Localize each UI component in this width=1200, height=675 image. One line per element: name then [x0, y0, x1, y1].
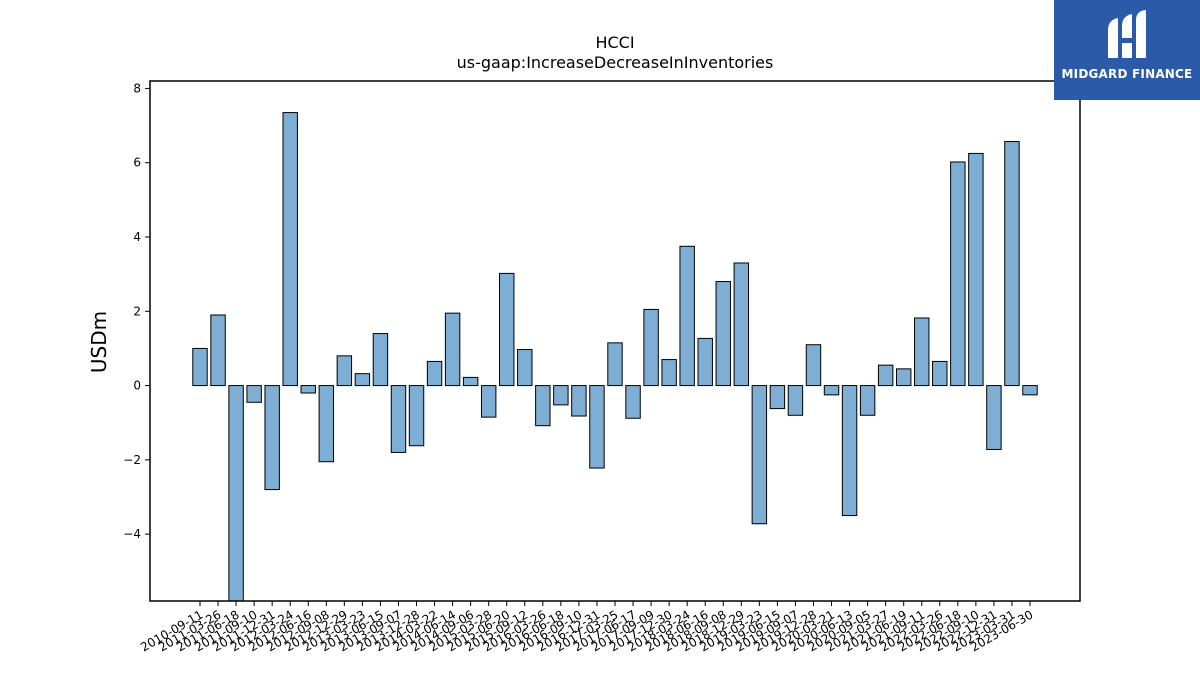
bar: [715, 281, 731, 387]
bars-group: [192, 112, 1038, 602]
bar: [517, 349, 533, 387]
bar: [895, 368, 912, 387]
bar: [877, 364, 894, 387]
bar: [950, 161, 966, 387]
y-tick-label: −2: [123, 453, 141, 467]
bar: [589, 385, 605, 469]
bar: [751, 385, 768, 525]
bar: [823, 385, 840, 396]
bar: [264, 385, 280, 491]
bar: [336, 355, 353, 387]
bar: [625, 385, 641, 419]
bar: [1004, 141, 1020, 387]
midgard-logo-icon: [1108, 10, 1146, 58]
bar: [408, 385, 425, 447]
y-tick-label: 0: [133, 379, 141, 393]
bar: [246, 385, 262, 403]
bar: [553, 385, 569, 406]
bar: [426, 360, 443, 387]
bar: [787, 385, 804, 416]
y-tick-label: 2: [133, 304, 141, 318]
bar: [607, 342, 623, 387]
bar: [697, 337, 713, 387]
bar: [679, 245, 695, 387]
bar: [499, 272, 515, 387]
bar: [859, 385, 876, 416]
bar: [643, 308, 659, 387]
bar: [571, 385, 587, 417]
bar: [769, 385, 786, 410]
bar: [986, 385, 1002, 450]
brand-name: MIDGARD FINANCE: [1061, 67, 1193, 81]
bar: [300, 385, 316, 394]
brand-logo: MIDGARD FINANCE: [1054, 0, 1200, 100]
y-tick-label: −4: [123, 527, 141, 541]
bar: [390, 385, 407, 453]
bar: [932, 360, 948, 387]
bar: [372, 333, 389, 387]
bar: [914, 317, 930, 387]
y-tick-label: 4: [133, 230, 141, 244]
bar: [210, 314, 226, 387]
x-axis-ticks: 2010-09-112011-03-262011-06-182011-09-10…: [138, 601, 1036, 654]
bar: [841, 385, 858, 517]
bar: [805, 344, 822, 387]
bar: [1022, 385, 1038, 396]
bar: [228, 385, 244, 602]
bar: [318, 385, 335, 463]
bar: [480, 385, 497, 418]
bar: [535, 385, 551, 427]
chart-subtitle: us-gaap:IncreaseDecreaseInInventories: [457, 53, 774, 72]
bar: [462, 376, 479, 387]
y-tick-label: 8: [133, 81, 141, 95]
y-axis-ticks: −4 −2 0 2 4 6 8: [123, 81, 150, 541]
bar: [444, 312, 461, 387]
bar: [968, 152, 984, 387]
bar: [354, 373, 371, 387]
chart-title: HCCI: [595, 33, 634, 52]
y-tick-label: 6: [133, 156, 141, 170]
bar: [282, 112, 298, 387]
bar: [733, 262, 750, 387]
bar: [661, 359, 677, 387]
y-axis-label: USDm: [87, 311, 111, 373]
plot-area-frame: [149, 80, 1081, 602]
bar: [192, 347, 208, 387]
